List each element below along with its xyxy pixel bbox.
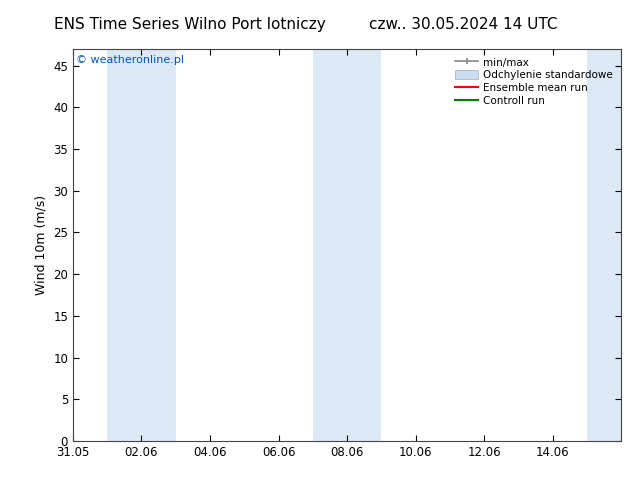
- Text: ENS Time Series Wilno Port lotniczy: ENS Time Series Wilno Port lotniczy: [55, 17, 326, 32]
- Bar: [313, 49, 382, 441]
- Bar: [107, 49, 176, 441]
- Text: © weatheronline.pl: © weatheronline.pl: [75, 55, 184, 65]
- Text: czw.. 30.05.2024 14 UTC: czw.. 30.05.2024 14 UTC: [368, 17, 557, 32]
- Y-axis label: Wind 10m (m/s): Wind 10m (m/s): [35, 195, 48, 295]
- Bar: [587, 49, 621, 441]
- Legend: min/max, Odchylenie standardowe, Ensemble mean run, Controll run: min/max, Odchylenie standardowe, Ensembl…: [452, 54, 616, 109]
